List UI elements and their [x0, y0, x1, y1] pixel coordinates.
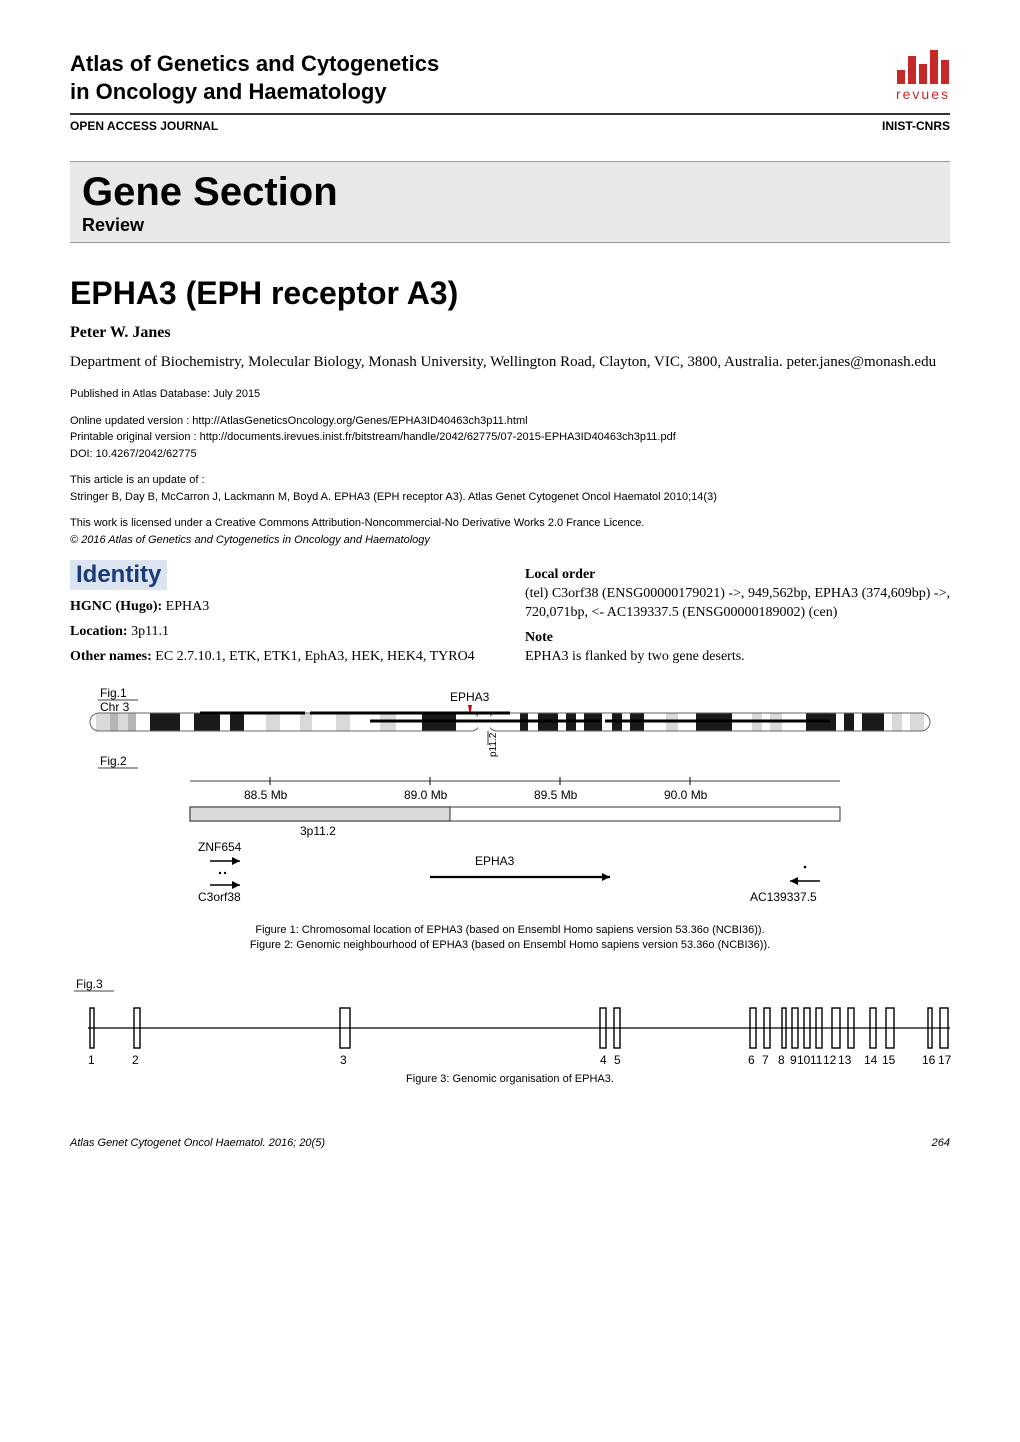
other-names-line: Other names: EC 2.7.10.1, ETK, ETK1, Eph… — [70, 648, 495, 667]
svg-text:88.5 Mb: 88.5 Mb — [244, 788, 288, 802]
svg-text:11: 11 — [810, 1053, 823, 1064]
local-order-line: Local order (tel) C3orf38 (ENSG000001790… — [525, 566, 950, 623]
printable-version: Printable original version : http://docu… — [70, 429, 950, 446]
doi: DOI: 10.4267/2042/62775 — [70, 446, 950, 463]
location-line: Location: 3p11.1 — [70, 623, 495, 642]
svg-text:89.0 Mb: 89.0 Mb — [404, 788, 448, 802]
svg-text:Fig.3: Fig.3 — [76, 977, 103, 991]
update-note1: This article is an update of : — [70, 472, 950, 489]
svg-text:Fig.1: Fig.1 — [100, 686, 127, 700]
svg-text:8: 8 — [778, 1053, 785, 1064]
logo-text: revues — [896, 86, 950, 102]
other-names-value: EC 2.7.10.1, ETK, ETK1, EphA3, HEK, HEK4… — [152, 649, 475, 664]
location-value: 3p11.1 — [128, 624, 169, 639]
local-order-label: Local order — [525, 566, 950, 585]
section-band: Gene Section Review — [70, 161, 950, 243]
section-band-title: Gene Section — [82, 170, 938, 215]
svg-text:3p11.2: 3p11.2 — [300, 824, 336, 838]
svg-text:C3orf38: C3orf38 — [198, 890, 241, 904]
svg-text:16: 16 — [922, 1053, 936, 1064]
hgnc-label: HGNC (Hugo): — [70, 599, 162, 614]
subheader: OPEN ACCESS JOURNAL INIST-CNRS — [70, 115, 950, 161]
identity-heading: Identity — [70, 560, 167, 590]
figure-1-2-caption: Figure 1: Chromosomal location of EPHA3 … — [150, 923, 870, 954]
hgnc-line: HGNC (Hugo): EPHA3 — [70, 598, 495, 617]
article-title: EPHA3 (EPH receptor A3) — [70, 275, 950, 312]
note-line: Note EPHA3 is flanked by two gene desert… — [525, 629, 950, 667]
page-header: Atlas of Genetics and Cytogenetics in On… — [70, 50, 950, 115]
svg-text:EPHA3: EPHA3 — [450, 690, 490, 704]
hgnc-value: EPHA3 — [162, 599, 209, 614]
svg-text:15: 15 — [882, 1053, 896, 1064]
section-band-subtitle: Review — [82, 215, 938, 236]
note-label: Note — [525, 629, 950, 648]
note-value: EPHA3 is flanked by two gene deserts. — [525, 648, 950, 667]
published-line: Published in Atlas Database: July 2015 — [70, 386, 950, 403]
svg-text:Chr 3: Chr 3 — [100, 700, 130, 714]
svg-text:4: 4 — [600, 1053, 607, 1064]
svg-text:17: 17 — [938, 1053, 952, 1064]
open-access-label: OPEN ACCESS JOURNAL — [70, 119, 218, 133]
affiliation: Department of Biochemistry, Molecular Bi… — [70, 352, 950, 372]
svg-text:5: 5 — [614, 1053, 621, 1064]
page-footer: Atlas Genet Cytogenet Oncol Haematol. 20… — [70, 1137, 950, 1149]
other-names-label: Other names: — [70, 649, 152, 664]
fig1-caption: Figure 1: Chromosomal location of EPHA3 … — [150, 923, 870, 938]
journal-title-line2: in Oncology and Haematology — [70, 78, 439, 106]
svg-text:89.5 Mb: 89.5 Mb — [534, 788, 578, 802]
svg-text:7: 7 — [762, 1053, 769, 1064]
copyright: © 2016 Atlas of Genetics and Cytogenetic… — [70, 532, 950, 549]
svg-text:Fig.2: Fig.2 — [100, 754, 127, 768]
footer-right: 264 — [932, 1137, 950, 1149]
footer-left: Atlas Genet Cytogenet Oncol Haematol. 20… — [70, 1137, 325, 1149]
version-block: Online updated version : http://AtlasGen… — [70, 413, 950, 463]
licence: This work is licensed under a Creative C… — [70, 515, 950, 532]
location-label: Location: — [70, 624, 128, 639]
svg-text:90.0 Mb: 90.0 Mb — [664, 788, 708, 802]
svg-text:1: 1 — [88, 1053, 95, 1064]
inist-label: INIST-CNRS — [882, 119, 950, 133]
fig2-caption: Figure 2: Genomic neighbourhood of EPHA3… — [150, 938, 870, 953]
figure-3-svg: Fig.31234567891011121314151617 — [70, 974, 960, 1064]
svg-text:2: 2 — [132, 1053, 139, 1064]
svg-text:3: 3 — [340, 1053, 347, 1064]
author: Peter W. Janes — [70, 324, 950, 342]
identity-section: Identity HGNC (Hugo): EPHA3 Location: 3p… — [70, 560, 950, 673]
svg-text:EPHA3: EPHA3 — [475, 854, 515, 868]
figure-3: Fig.31234567891011121314151617 — [70, 974, 950, 1064]
journal-title: Atlas of Genetics and Cytogenetics in On… — [70, 50, 439, 105]
svg-text:ZNF654: ZNF654 — [198, 840, 242, 854]
svg-text:13: 13 — [838, 1053, 852, 1064]
figure-1-2: Fig.1Chr 3 EPHA3 p11.2 Fig.2 88.5 Mb 89.0 Mb 8… — [70, 685, 950, 915]
logo-bars-icon — [897, 50, 949, 84]
svg-text:6: 6 — [748, 1053, 755, 1064]
svg-text:10: 10 — [797, 1053, 811, 1064]
local-order-value: (tel) C3orf38 (ENSG00000179021) ->, 949,… — [525, 585, 950, 623]
journal-title-line1: Atlas of Genetics and Cytogenetics — [70, 50, 439, 78]
identity-left-col: Identity HGNC (Hugo): EPHA3 Location: 3p… — [70, 560, 495, 673]
figure-3-caption: Figure 3: Genomic organisation of EPHA3. — [150, 1072, 870, 1087]
update-note2: Stringer B, Day B, McCarron J, Lackmann … — [70, 489, 950, 506]
online-version: Online updated version : http://AtlasGen… — [70, 413, 950, 430]
figure-1-2-svg: Fig.1Chr 3 EPHA3 p11.2 Fig.2 88.5 Mb 89.0 Mb 8… — [70, 685, 950, 915]
svg-text:12: 12 — [823, 1053, 837, 1064]
revues-logo: revues — [896, 50, 950, 102]
update-block: This article is an update of : Stringer … — [70, 472, 950, 505]
svg-text:9: 9 — [790, 1053, 797, 1064]
svg-text:14: 14 — [864, 1053, 878, 1064]
identity-right-col: Local order (tel) C3orf38 (ENSG000001790… — [525, 560, 950, 673]
svg-text:AC139337.5: AC139337.5 — [750, 890, 817, 904]
svg-text:p11.2: p11.2 — [488, 732, 499, 757]
